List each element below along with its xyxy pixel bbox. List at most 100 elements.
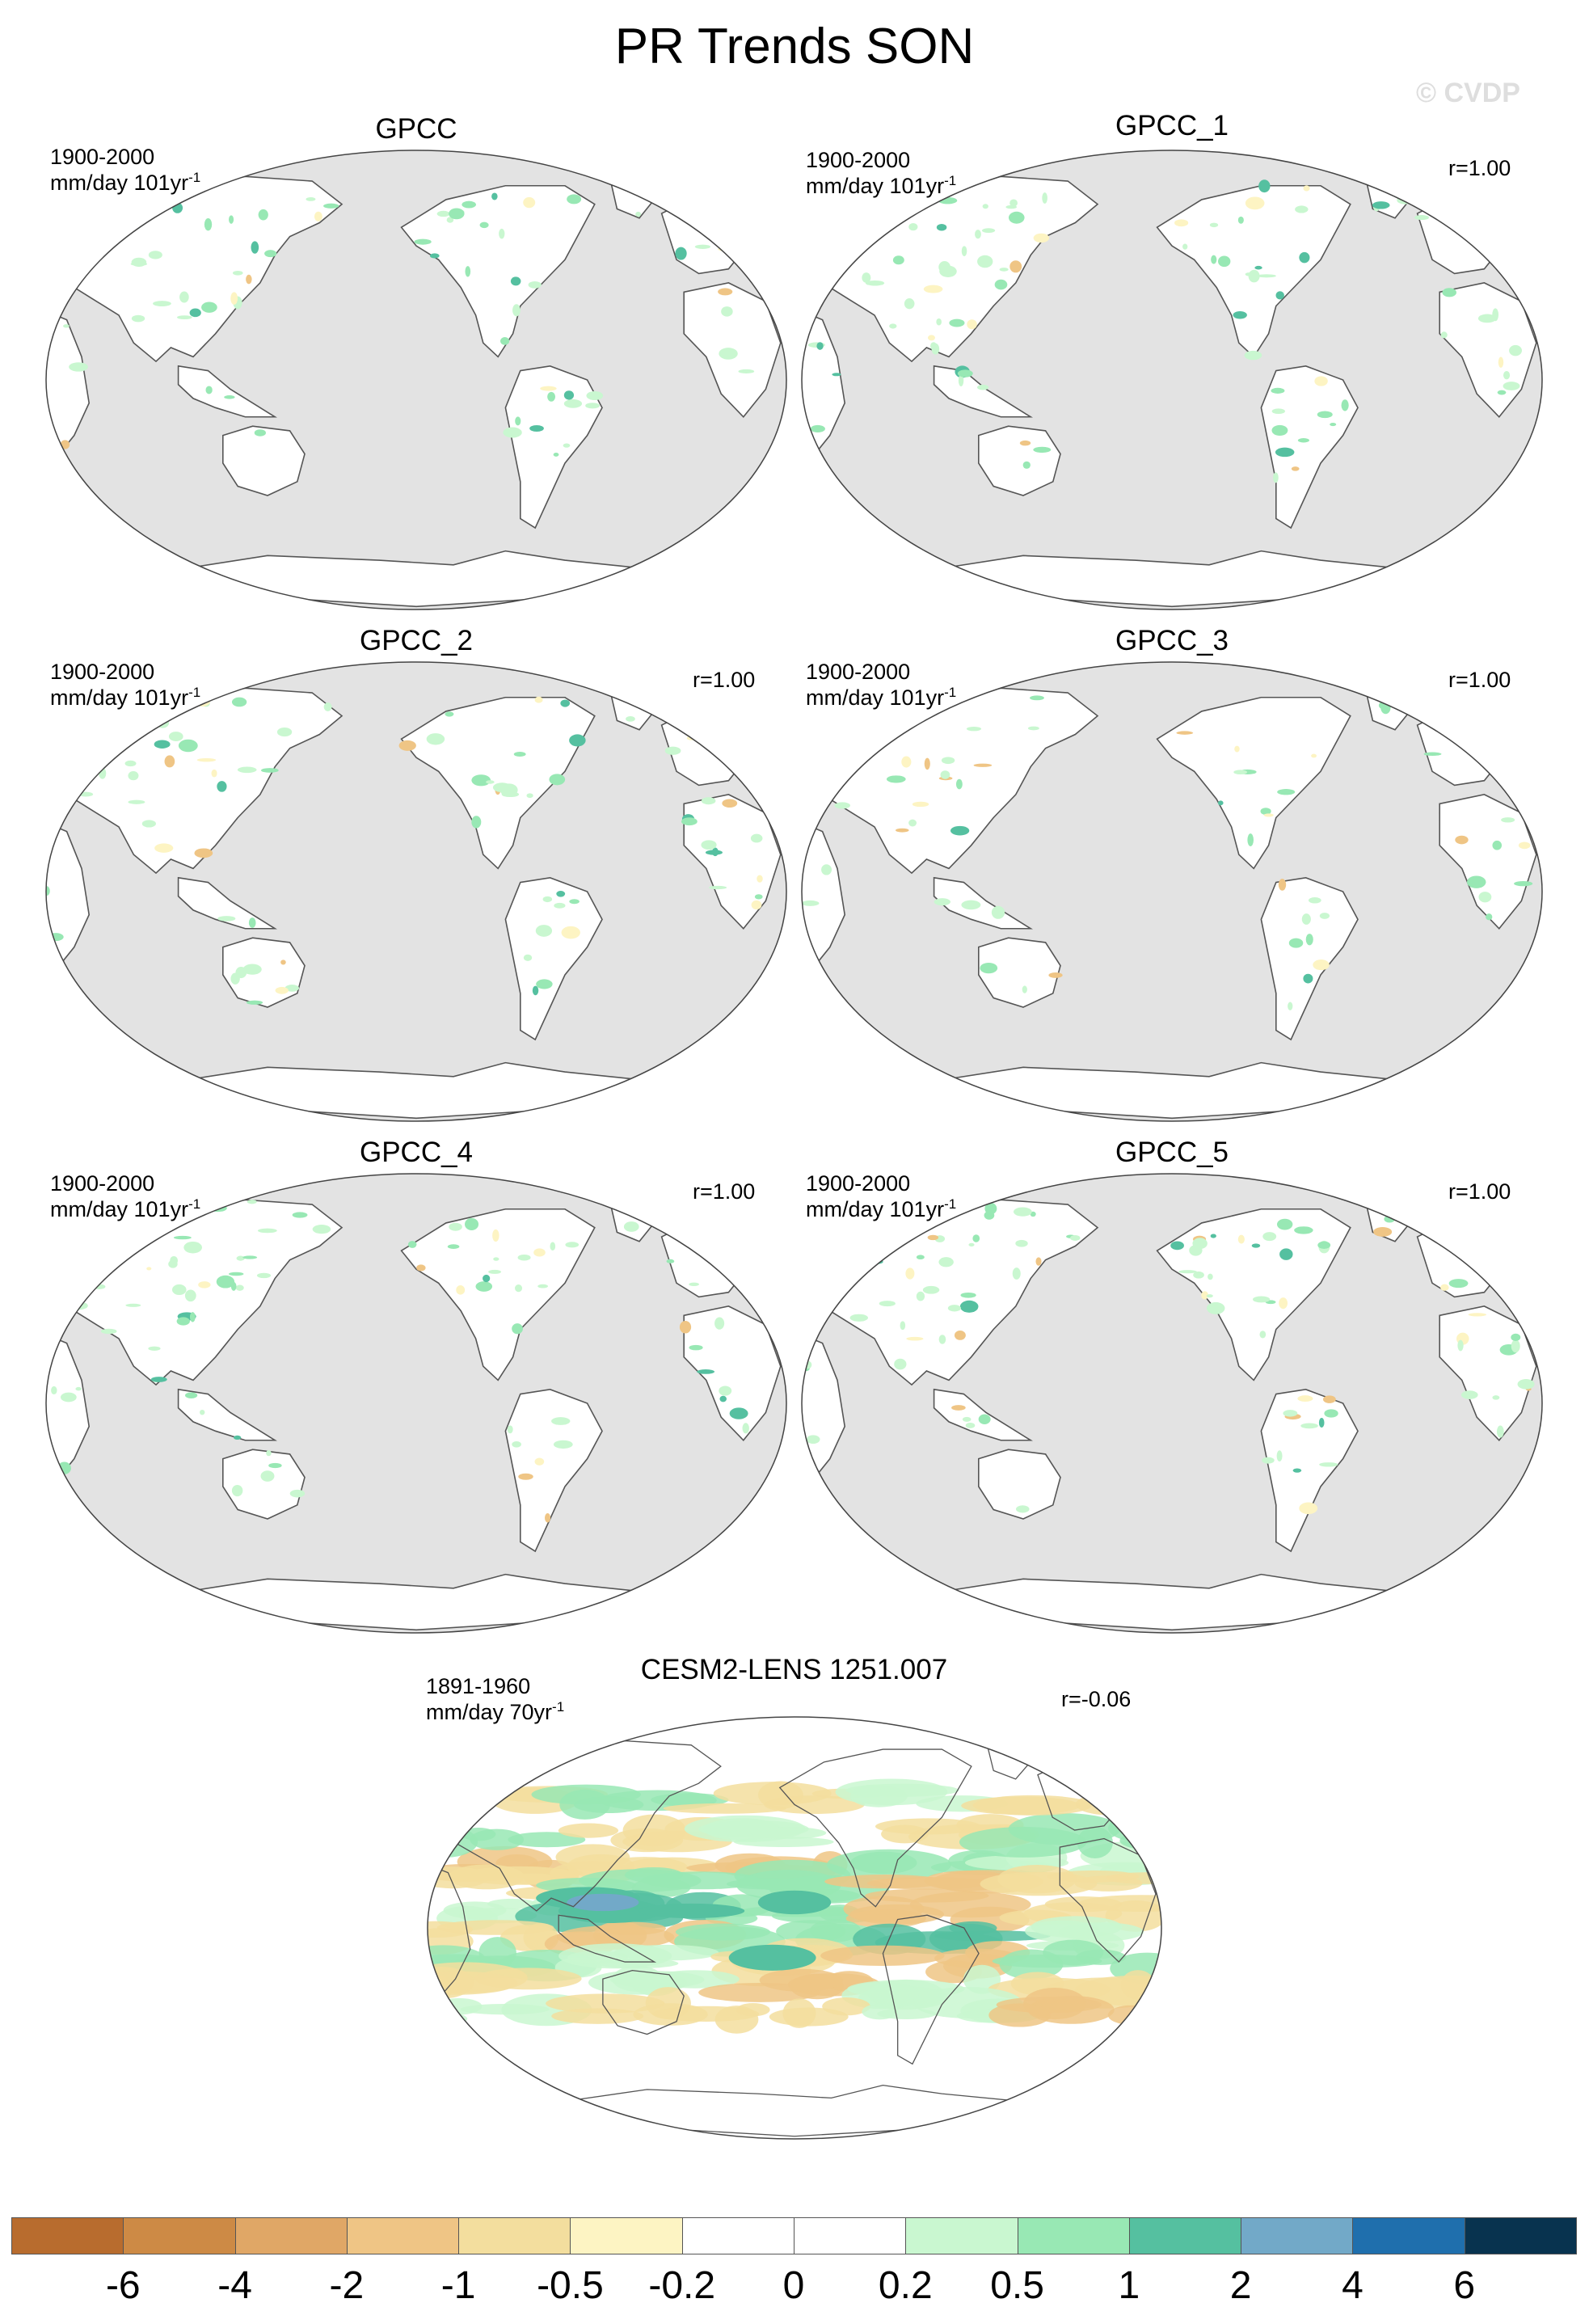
trend-blob	[280, 960, 286, 965]
trend-blob	[1015, 1239, 1028, 1247]
trend-blob	[1248, 269, 1260, 283]
trend-blob	[1254, 265, 1262, 270]
trend-blob	[1218, 255, 1231, 268]
trend-blob	[1478, 892, 1492, 903]
trend-blob	[1492, 308, 1499, 322]
trend-blob	[449, 1222, 462, 1231]
trend-blob	[965, 1423, 976, 1428]
trend-blob	[834, 802, 850, 809]
trend-blob	[1330, 423, 1337, 427]
trend-blob	[821, 864, 832, 875]
trend-blob	[1303, 973, 1313, 984]
trend-blob	[988, 2003, 1051, 2027]
trend-blob	[471, 774, 491, 787]
trend-blob	[681, 817, 698, 826]
trend-blob	[1468, 1313, 1487, 1317]
trend-blob	[719, 1386, 732, 1396]
map-border	[801, 1173, 1543, 1634]
trend-blob	[1257, 274, 1276, 278]
trend-blob	[961, 1796, 1081, 1815]
coastline-antarctica	[933, 1061, 1411, 1120]
trend-blob	[529, 424, 544, 432]
trend-blob	[1490, 736, 1507, 748]
trend-blob	[470, 1828, 525, 1850]
trend-blob	[1271, 387, 1285, 394]
trend-blob	[633, 2003, 708, 2026]
trend-blob	[1291, 466, 1300, 471]
trend-blob	[465, 1217, 479, 1230]
trend-blob	[128, 799, 145, 804]
trend-blob	[916, 1291, 925, 1301]
trend-blob	[428, 1824, 453, 1852]
trend-blob	[1288, 1002, 1293, 1010]
colorbar-tick-label: 4	[1342, 2264, 1364, 2307]
panel-title: GPCC_3	[1115, 625, 1229, 656]
trend-blob	[500, 337, 510, 345]
world-map	[45, 1173, 787, 1634]
trend-blob	[512, 304, 521, 317]
map-panel-gpcc-3: GPCC_3 1900-2000 mm/day 101yr-1 r=1.00	[800, 625, 1544, 1126]
trend-blob	[314, 211, 322, 221]
trend-blob	[685, 715, 698, 722]
trend-blob	[217, 916, 236, 922]
world-map	[801, 661, 1543, 1122]
trend-blob	[1252, 1296, 1271, 1303]
trend-blob	[100, 1328, 117, 1335]
trend-blob	[235, 1284, 244, 1291]
trend-blob	[230, 1281, 237, 1291]
map-panel-gpcc-1: GPCC_1 1900-2000 mm/day 101yr-1 r=1.00	[800, 110, 1544, 614]
trend-blob	[1455, 835, 1469, 845]
trend-blob	[540, 386, 557, 391]
trend-blob	[991, 905, 1005, 919]
trend-blob	[475, 1281, 493, 1292]
trend-blob	[254, 429, 266, 437]
trend-blob	[285, 985, 300, 992]
trend-blob	[131, 257, 147, 268]
trend-blob	[216, 1275, 235, 1289]
trend-blob	[561, 926, 580, 939]
panel-title: GPCC_2	[359, 625, 474, 656]
period-label: 1900-2000	[806, 148, 911, 172]
trend-blob	[560, 699, 571, 707]
units-label: mm/day 101yr-1	[50, 170, 201, 195]
trend-blob	[1313, 960, 1330, 971]
colorbar-tick-label: -0.5	[537, 2264, 604, 2307]
trend-blob	[950, 825, 970, 836]
coastline-southamerica	[1260, 1389, 1359, 1553]
period-label: 1900-2000	[806, 660, 911, 684]
trend-blob	[905, 1267, 915, 1280]
correlation-label: r=-0.06	[1061, 1687, 1132, 1711]
trend-blob	[292, 1212, 308, 1218]
trend-blob	[1295, 205, 1309, 213]
trend-blob	[246, 1000, 263, 1005]
trend-blob	[168, 732, 183, 742]
trend-blob	[198, 1281, 211, 1289]
trend-blob	[508, 1832, 586, 1848]
trend-blob	[957, 369, 973, 377]
trend-blob	[428, 1795, 487, 1809]
trend-blob	[886, 775, 906, 783]
trend-blob	[934, 1930, 1051, 1942]
trend-blob	[940, 770, 950, 779]
trend-blob	[51, 1386, 57, 1395]
period-label: 1900-2000	[50, 145, 155, 169]
trend-blob	[449, 208, 465, 220]
trend-blob	[710, 731, 718, 739]
trend-blob	[189, 308, 201, 318]
trend-blob	[148, 251, 162, 259]
colorbar-tick-label: -2	[329, 2264, 365, 2307]
trend-blob	[939, 265, 957, 277]
trend-blob	[567, 1893, 639, 1912]
trend-blob	[927, 1234, 939, 1241]
trend-blob	[535, 925, 553, 937]
trend-blob	[719, 348, 738, 360]
colorbar-tick-label: 0.5	[990, 2264, 1044, 2307]
trend-blob	[164, 755, 175, 768]
trend-blob	[912, 801, 929, 808]
trend-blob	[1237, 1234, 1245, 1244]
trend-blob	[1033, 233, 1050, 243]
world-map	[801, 1173, 1543, 1634]
trend-blob	[1373, 1227, 1393, 1237]
correlation-label: r=1.00	[1448, 1179, 1511, 1204]
map-border	[801, 661, 1543, 1122]
